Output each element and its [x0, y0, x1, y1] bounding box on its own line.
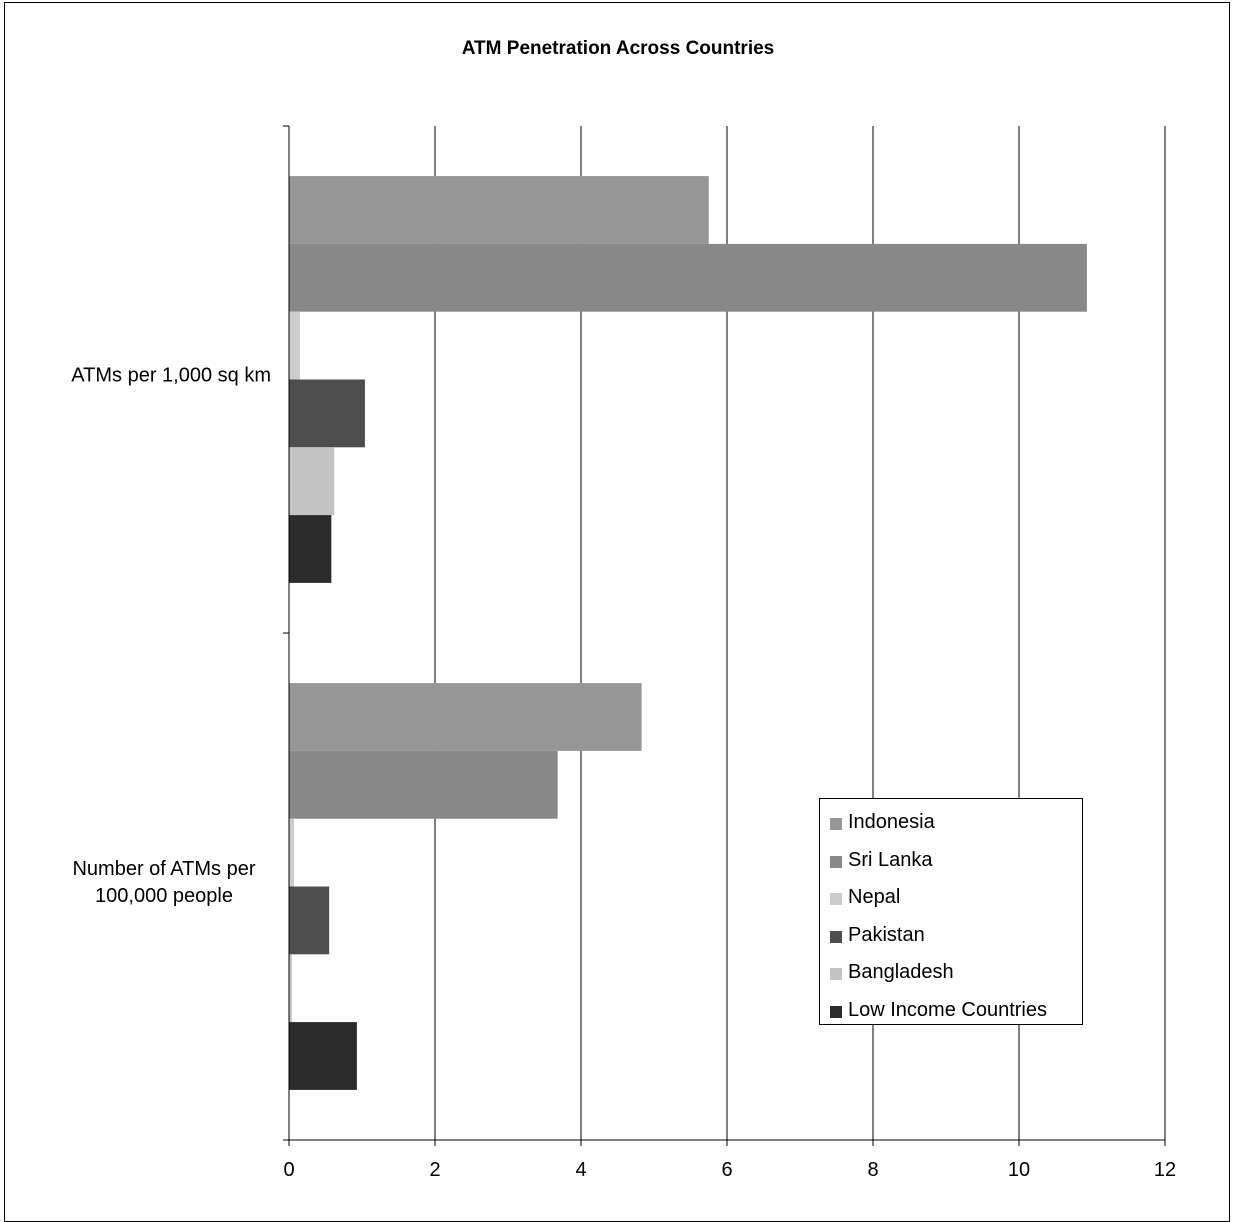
legend-swatch	[830, 818, 842, 830]
x-tick-label: 4	[575, 1159, 586, 1181]
bar-bangladesh	[289, 447, 335, 516]
legend-swatch	[830, 1005, 842, 1018]
bar-nepal	[289, 311, 300, 380]
x-tick-label: 6	[721, 1159, 732, 1181]
bar-indonesia	[289, 176, 709, 244]
legend-item: Bangladesh	[820, 955, 1082, 993]
bar-indonesia	[289, 683, 642, 751]
bar-low-income-countries	[289, 1022, 357, 1090]
legend-label: Pakistan	[848, 923, 925, 946]
legend-swatch	[830, 968, 842, 980]
x-tick-label: 8	[867, 1159, 878, 1181]
bar-bangladesh	[289, 954, 292, 1023]
legend-swatch	[830, 930, 842, 943]
legend-label: Sri Lanka	[848, 848, 933, 871]
legend-label: Indonesia	[848, 811, 935, 833]
chart-title: ATM Penetration Across Countries	[461, 38, 775, 59]
category-label: Number of ATMs per 100,000 people	[72, 858, 255, 907]
x-tick-label: 2	[429, 1159, 440, 1181]
legend-item: Indonesia	[820, 805, 1082, 843]
x-tick-label: 12	[1154, 1159, 1176, 1181]
bar-nepal	[289, 818, 295, 887]
category-label: ATMs per 1,000 sq km	[71, 365, 271, 387]
legend: Indonesia Sri Lanka Nepal Pakistan Banglades…	[819, 798, 1083, 1025]
bar-sri-lanka	[289, 243, 1087, 312]
legend-swatch	[830, 893, 842, 905]
bar-pakistan	[289, 886, 330, 955]
x-tick-label: 0	[283, 1159, 294, 1181]
x-tick-label: 10	[1008, 1159, 1030, 1181]
legend-item: Low Income Countries	[820, 993, 1082, 1031]
legend-item: Nepal	[820, 880, 1082, 918]
bar-pakistan	[289, 379, 365, 448]
legend-label: Bangladesh	[848, 961, 954, 983]
legend-swatch	[830, 855, 842, 868]
legend-item: Pakistan	[820, 918, 1082, 956]
legend-item: Sri Lanka	[820, 843, 1082, 881]
legend-label: Low Income Countries	[848, 998, 1047, 1021]
bar-sri-lanka	[289, 750, 558, 819]
legend-label: Nepal	[848, 886, 901, 908]
bar-low-income-countries	[289, 515, 332, 583]
